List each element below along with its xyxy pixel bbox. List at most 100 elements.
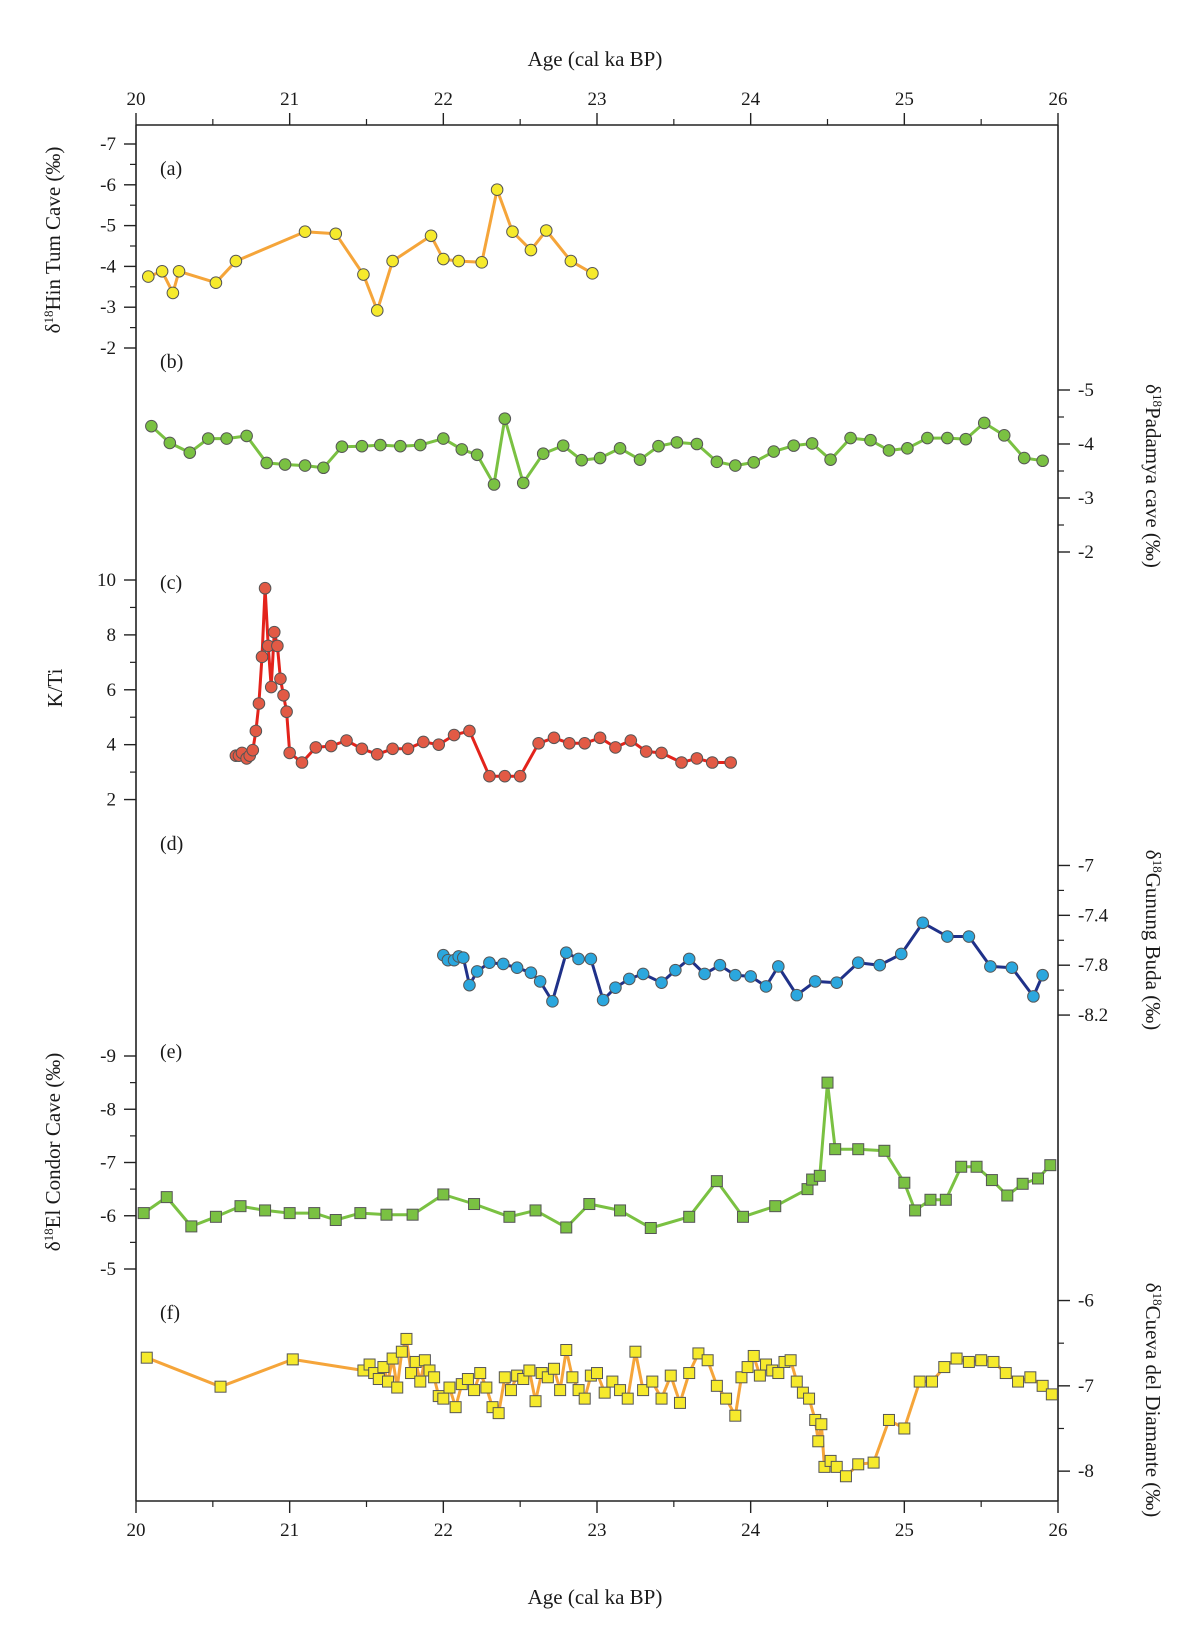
data-point-f	[461, 1373, 474, 1386]
data-point-f	[655, 1392, 668, 1405]
data-point-f	[547, 1362, 560, 1375]
data-point-b	[575, 453, 588, 467]
data-point-a	[172, 264, 186, 278]
data-point-f	[938, 1361, 951, 1374]
y-tick-label-a: -5	[100, 216, 116, 237]
data-point-f	[449, 1401, 462, 1414]
data-point-d	[496, 957, 510, 971]
data-point-f	[621, 1392, 634, 1405]
x-tick-label-top: 20	[127, 89, 146, 110]
data-point-e	[878, 1144, 891, 1157]
y-tick-label-b: -2	[1078, 542, 1094, 563]
data-point-f	[839, 1470, 852, 1483]
data-point-d	[655, 976, 668, 989]
data-point-e	[821, 1076, 834, 1089]
data-point-f	[950, 1352, 963, 1365]
x-tick-label-bottom: 24	[741, 1520, 761, 1541]
data-point-e	[644, 1221, 657, 1234]
data-point-f	[1024, 1371, 1037, 1384]
data-point-f	[1045, 1388, 1058, 1401]
data-point-f	[741, 1361, 754, 1374]
data-point-e	[710, 1175, 723, 1188]
x-tick-label-top: 26	[1049, 89, 1068, 110]
data-point-b	[1017, 451, 1031, 465]
x-axis-title-top: Age (cal ka BP)	[528, 47, 663, 71]
data-point-d	[572, 952, 585, 966]
data-point-e	[380, 1208, 393, 1221]
y-tick-label-f: -7	[1078, 1376, 1094, 1397]
data-point-d	[609, 981, 622, 994]
data-point-c	[283, 746, 296, 760]
y-axis-title-d: δ18Gunung Buda (‰)	[1141, 850, 1166, 1030]
data-point-b	[317, 461, 330, 475]
data-point-e	[234, 1200, 247, 1213]
data-point-d	[759, 980, 773, 993]
data-point-e	[529, 1204, 542, 1217]
data-point-f	[418, 1354, 431, 1367]
data-point-d	[713, 958, 727, 972]
data-point-e	[329, 1214, 342, 1227]
data-point-b	[498, 412, 512, 425]
data-point-f	[975, 1354, 988, 1367]
data-point-d	[457, 951, 470, 965]
data-point-f	[480, 1381, 493, 1394]
y-tick-label-e: -6	[100, 1206, 116, 1227]
data-point-b	[536, 447, 550, 461]
data-point-f	[286, 1353, 299, 1366]
y-tick-label-a: -4	[100, 256, 116, 277]
data-point-f	[999, 1367, 1012, 1380]
data-point-d	[744, 970, 757, 983]
data-point-e	[769, 1200, 782, 1213]
y-tick-label-a: -2	[100, 338, 116, 359]
data-point-d	[669, 963, 682, 977]
data-point-f	[474, 1367, 487, 1380]
data-point-c	[264, 680, 278, 694]
data-point-b	[767, 445, 781, 458]
data-point-f	[867, 1456, 880, 1469]
y-tick-label-e: -9	[100, 1046, 116, 1067]
data-point-b	[278, 458, 292, 471]
data-point-d	[894, 947, 908, 961]
data-point-f	[673, 1396, 686, 1409]
data-point-e	[813, 1169, 826, 1182]
data-point-f	[720, 1392, 733, 1405]
data-point-d	[463, 978, 476, 992]
data-point-c	[593, 731, 607, 745]
data-point-e	[503, 1210, 516, 1223]
data-point-c	[432, 738, 446, 751]
data-point-d	[941, 930, 954, 943]
data-point-d	[851, 956, 865, 970]
data-point-e	[985, 1174, 998, 1187]
data-point-f	[504, 1384, 517, 1397]
data-point-e	[852, 1143, 865, 1156]
data-point-b	[394, 439, 407, 453]
data-point-e	[209, 1210, 222, 1223]
data-point-f	[898, 1422, 911, 1435]
data-point-e	[354, 1207, 367, 1220]
data-point-c	[355, 742, 369, 756]
y-tick-label-b: -5	[1078, 380, 1094, 401]
data-point-b	[1036, 454, 1049, 468]
data-point-b	[516, 476, 530, 490]
data-point-d	[808, 975, 822, 988]
data-point-f	[523, 1364, 536, 1377]
data-point-e	[736, 1210, 749, 1223]
data-point-d	[962, 930, 976, 943]
data-point-e	[1016, 1177, 1029, 1190]
data-point-f	[790, 1375, 803, 1388]
panel-label-d: (d)	[160, 833, 183, 855]
data-point-c	[532, 736, 545, 750]
data-point-f	[517, 1373, 530, 1386]
data-point-f	[554, 1384, 567, 1397]
data-point-c	[563, 736, 576, 750]
data-point-f	[747, 1349, 760, 1362]
data-point-f	[492, 1407, 505, 1420]
data-point-c	[249, 724, 263, 738]
y-axis-title-b: δ18Padamya cave (‰)	[1141, 384, 1166, 568]
y-tick-label-f: -8	[1078, 1461, 1094, 1482]
data-point-b	[163, 436, 177, 450]
y-tick-label-a: -3	[100, 297, 116, 318]
data-point-c	[655, 746, 668, 760]
data-point-b	[260, 456, 273, 470]
data-point-b	[729, 459, 742, 472]
